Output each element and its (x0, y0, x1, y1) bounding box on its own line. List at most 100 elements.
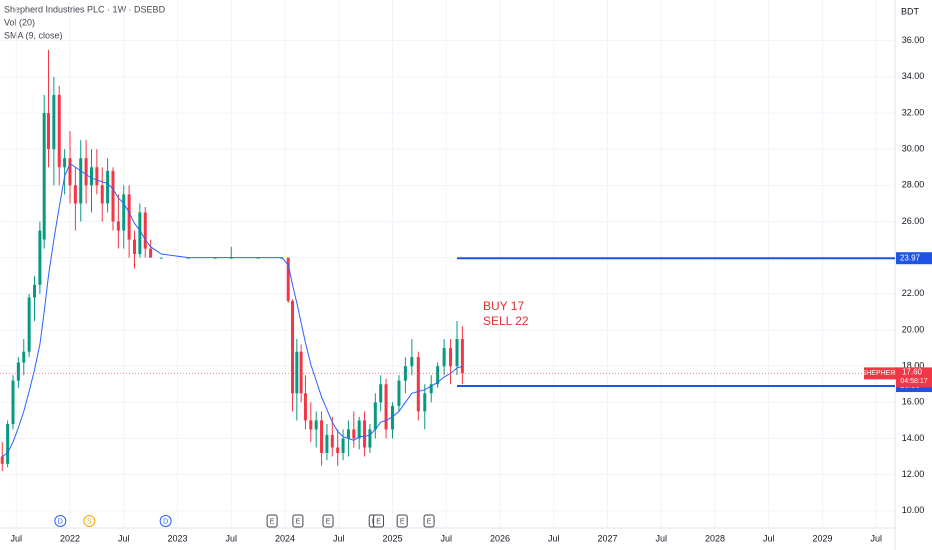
candle-body (68, 158, 72, 186)
candle-body (299, 351, 303, 394)
x-tick-label: 2027 (598, 533, 618, 543)
candle-body (286, 257, 290, 302)
candle-body (127, 194, 131, 240)
candle-body (149, 248, 153, 258)
candle-body (42, 113, 46, 240)
x-tick-label: Jul (763, 533, 775, 543)
x-tick-label: Jul (118, 533, 130, 543)
candle-body (33, 284, 37, 298)
candle-body (320, 420, 324, 453)
x-tick-label: Jul (441, 533, 453, 543)
event-marker (292, 514, 304, 528)
indicator-label: Vol (20) (4, 17, 35, 27)
candle-body (397, 380, 401, 406)
candle-body (303, 393, 307, 421)
event-marker (83, 515, 96, 527)
candle-body (330, 434, 334, 448)
candle-body (391, 405, 395, 430)
y-tick-label: 30.00 (902, 144, 925, 154)
candle-body (416, 357, 420, 412)
candle-body (449, 348, 453, 367)
candle-body (11, 380, 15, 425)
candle-body (106, 170, 110, 204)
countdown-label: 04:58:17 (900, 378, 927, 385)
candle-body (79, 158, 83, 204)
candle-body (57, 94, 61, 168)
event-label: E (326, 518, 331, 525)
y-tick-label: 14.00 (902, 433, 925, 443)
candle-body (460, 339, 464, 374)
candle-body (346, 429, 350, 439)
candle-body (336, 447, 340, 453)
candle-body (38, 230, 42, 285)
candle-body (352, 429, 356, 439)
sma-line (1, 162, 463, 457)
candle-body (373, 402, 377, 430)
y-tick-label: 34.00 (902, 71, 925, 81)
candle-body (455, 339, 459, 367)
annotation: BUY 17 (483, 299, 524, 313)
candle-body (111, 170, 115, 222)
candle-body (384, 384, 388, 430)
candle-body (442, 348, 446, 367)
x-tick-label: Jul (656, 533, 668, 543)
y-tick-label: 16.00 (902, 397, 925, 407)
symbol-tag (864, 367, 898, 380)
candle-body (95, 167, 99, 186)
y-tick-label: 12.00 (902, 469, 925, 479)
candle-body (341, 438, 345, 453)
event-marker (373, 514, 385, 528)
event-label: E (376, 518, 381, 525)
x-tick-label: 2024 (275, 533, 295, 543)
chart-title: Shepherd Industries PLC · 1W · DSEBD (4, 4, 166, 14)
price-tag-label: 17.60 (902, 368, 923, 377)
candle-body (22, 351, 26, 363)
event-label: S (87, 518, 92, 525)
candle-body (138, 212, 142, 255)
candle-body (291, 301, 295, 394)
candle-body (357, 420, 361, 439)
candle-body (309, 420, 313, 430)
candle-body (368, 429, 372, 448)
currency-label: BDT (901, 6, 920, 16)
x-tick-label: 2026 (490, 533, 510, 543)
event-label: D (163, 518, 168, 525)
x-tick-label: Jul (548, 533, 560, 543)
candle-body (0, 456, 4, 464)
annotation: SELL 22 (483, 314, 529, 328)
event-marker (322, 514, 334, 528)
event-label: E (270, 518, 275, 525)
event-marker (423, 514, 435, 528)
candle-body (423, 393, 427, 412)
candle-body (73, 185, 77, 204)
candle-body (363, 420, 367, 448)
y-tick-label: 32.00 (902, 107, 925, 117)
candle-body (122, 194, 126, 231)
candle-body (6, 424, 10, 464)
y-tick-label: 28.00 (902, 180, 925, 190)
candle-body (52, 94, 56, 150)
x-tick-label: Jul (10, 533, 22, 543)
indicator-label: SMA (9, close) (4, 30, 63, 40)
candle-body (132, 239, 136, 255)
event-label: E (427, 518, 432, 525)
candle-body (46, 113, 50, 150)
candle-body (116, 221, 120, 231)
candle-body (89, 167, 93, 186)
x-tick-label: 2025 (382, 533, 402, 543)
y-tick-label: 22.00 (902, 288, 925, 298)
price-tag-label: 23.97 (900, 253, 921, 262)
x-tick-label: 2029 (813, 533, 833, 543)
event-label: E (400, 518, 405, 525)
symbol-tag-label: SHEPHERD (862, 370, 901, 377)
x-tick-label: Jul (871, 533, 883, 543)
x-tick-label: Jul (225, 533, 237, 543)
y-tick-label: 18.00 (902, 361, 925, 371)
candle-body (16, 362, 20, 381)
event-label: D (58, 518, 63, 525)
y-tick-label: 20.00 (902, 324, 925, 334)
price-tag (896, 252, 932, 265)
y-tick-label: 36.00 (902, 35, 925, 45)
price-tag (896, 367, 932, 388)
